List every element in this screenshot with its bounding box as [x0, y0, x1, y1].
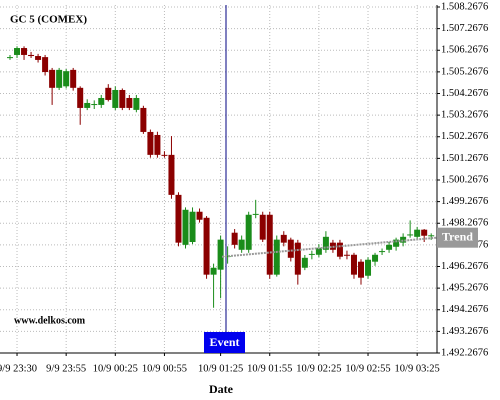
candle-body	[259, 214, 266, 240]
candle-body	[154, 134, 161, 155]
x-tick-label: 10/9 01:25	[198, 363, 243, 374]
candle-body	[70, 69, 77, 88]
candle-body	[308, 253, 315, 255]
candle-body	[217, 239, 224, 270]
candle-body	[147, 131, 154, 155]
y-tick-label: 1.505.2676	[441, 66, 488, 77]
x-tick-label: 10/9 02:25	[296, 363, 341, 374]
x-tick-label: 10/9 03:25	[395, 363, 440, 374]
candle-body	[105, 87, 112, 100]
candle-body	[203, 217, 210, 275]
candle-body	[407, 234, 414, 236]
candle-body	[196, 211, 203, 220]
candle-body	[7, 57, 13, 59]
candle-body	[77, 87, 84, 108]
candle-body	[386, 244, 393, 250]
candle-body	[224, 256, 231, 258]
candle-body	[42, 57, 49, 73]
x-tick-label: 9/9 23:55	[46, 363, 86, 374]
chart-title: GC 5 (COMEX)	[10, 14, 87, 26]
candle-body	[245, 214, 252, 250]
y-tick-label: 1.504.2676	[441, 88, 488, 99]
y-tick-label: 1.492.2676	[441, 347, 488, 358]
candle-body	[421, 229, 428, 236]
candle-body	[252, 213, 259, 215]
y-tick-label: 1.506.2676	[441, 45, 488, 56]
candle-body	[98, 97, 105, 105]
candle-body	[119, 89, 126, 108]
watermark: www.delkos.com	[14, 315, 86, 326]
trend-box	[437, 227, 478, 248]
x-tick-label: 10/9 01:55	[247, 363, 292, 374]
candle-body	[14, 48, 21, 55]
candle-body	[112, 89, 119, 108]
candle-body	[35, 56, 42, 60]
candle-body	[350, 254, 357, 275]
candle-body	[301, 257, 308, 268]
candle-body	[231, 232, 238, 245]
candle-body	[414, 229, 421, 237]
y-tick-label: 1.507.2676	[441, 23, 488, 34]
candle-body	[84, 102, 91, 108]
candle-body	[372, 254, 379, 262]
y-tick-label: 1.496.2676	[441, 261, 488, 272]
candle-body	[168, 154, 175, 195]
candle-body	[343, 254, 350, 256]
x-axis-label: Date	[209, 382, 234, 396]
x-tick-label: 10/9 00:25	[93, 363, 138, 374]
candle-body	[182, 209, 189, 245]
candle-body	[140, 107, 147, 132]
y-tick-label: 1.494.2676	[441, 304, 488, 315]
candle-body	[133, 97, 140, 110]
x-tick-label: 10/9 02:55	[345, 363, 390, 374]
candle-body	[161, 154, 168, 156]
candle-body	[189, 211, 196, 243]
candle-body	[63, 71, 70, 87]
y-tick-label: 1.495.2676	[441, 283, 488, 294]
candle-body	[238, 239, 245, 250]
candle-body	[358, 261, 364, 278]
y-tick-label: 1.502.2676	[441, 131, 488, 142]
candle-body	[28, 54, 35, 57]
candle-body	[91, 104, 98, 106]
y-tick-label: 1.508.2676	[441, 1, 488, 12]
candle-body	[393, 239, 400, 247]
candle-body	[315, 247, 322, 255]
x-tick-label: 10/9 00:55	[142, 363, 187, 374]
candle-body	[49, 69, 56, 88]
y-tick-label: 1.499.2676	[441, 196, 488, 207]
candle-body	[428, 235, 435, 237]
x-tick-label: 9/9 23:30	[0, 363, 37, 374]
trend-label: Trend	[442, 229, 473, 243]
y-tick-label: 1.501.2676	[441, 153, 488, 164]
candle-body	[294, 242, 301, 275]
candle-body	[322, 236, 329, 250]
candle-body	[365, 259, 372, 276]
candle-body	[287, 239, 294, 258]
candle-body	[280, 234, 287, 243]
y-tick-label: 1.500.2676	[441, 174, 488, 185]
candle-body	[56, 69, 63, 88]
y-tick-label: 1.498.2676	[441, 218, 488, 229]
candle-body	[126, 97, 133, 108]
candle-body	[210, 267, 217, 275]
y-tick-label: 1.493.2676	[441, 326, 488, 337]
event-box	[204, 332, 245, 353]
candle-body	[21, 48, 28, 55]
candle-body	[273, 239, 280, 275]
candle-body	[175, 194, 182, 243]
candle-body	[379, 251, 386, 253]
candle-body	[266, 214, 273, 275]
event-label: Event	[210, 335, 240, 349]
y-tick-label: 1.503.2676	[441, 110, 488, 121]
candle-body	[336, 242, 343, 257]
